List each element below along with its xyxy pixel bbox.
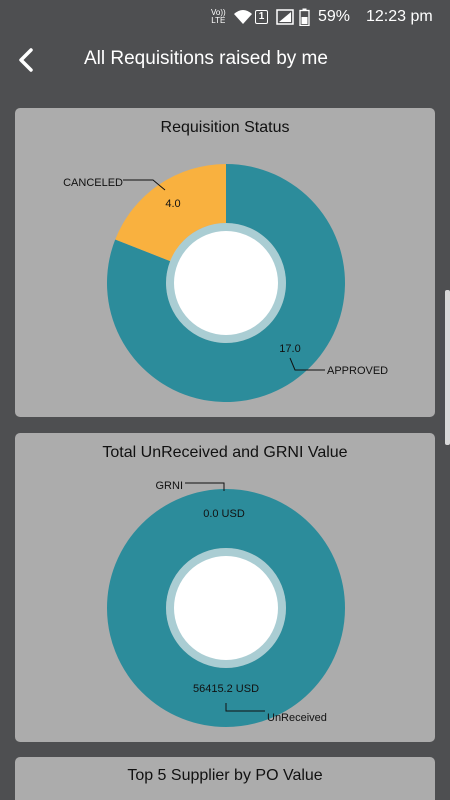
requisition-status-donut-chart: 17.0 APPROVED 4.0 CANCELED: [63, 164, 388, 402]
battery-icon: [299, 0, 310, 34]
leader-line-unreceived: [225, 703, 265, 712]
card-title-top-suppliers: Top 5 Supplier by PO Value: [127, 767, 323, 784]
card-title-grni: Total UnReceived and GRNI Value: [102, 444, 348, 461]
value-label-grni: 0.0 USD: [203, 508, 245, 520]
clock: 12:23 pm: [366, 8, 433, 25]
category-label-canceled: CANCELED: [63, 177, 123, 189]
scrollbar[interactable]: [445, 290, 450, 445]
category-label-grni: GRNI: [156, 480, 184, 492]
status-bar: Vo)) LTE 1 59% 12:23 pm: [0, 0, 450, 34]
leader-line-approved: [289, 357, 325, 371]
wifi-icon: [233, 0, 253, 34]
donut-hole: [174, 231, 278, 335]
battery-percent: 59%: [318, 8, 351, 25]
category-label-unreceived: UnReceived: [267, 712, 327, 724]
volte-top-text: Vo)): [211, 8, 226, 17]
grni-card: Total UnReceived and GRNI Value 56415.2 …: [15, 433, 435, 742]
app-bar: All Requisitions raised by me: [0, 34, 450, 88]
back-button[interactable]: [8, 42, 44, 78]
category-label-approved: APPROVED: [327, 365, 388, 377]
donut-hole: [174, 556, 278, 660]
leader-line-canceled: [123, 179, 166, 191]
donut-slice-canceled[interactable]: [115, 164, 226, 262]
value-label-canceled: 4.0: [165, 198, 180, 210]
card-title-requisition-status: Requisition Status: [160, 119, 290, 136]
volte-bottom-text: LTE: [211, 16, 226, 25]
grni-donut-chart: 56415.2 USD UnReceived 0.0 USD GRNI: [107, 480, 345, 727]
donut-slice-unreceived[interactable]: [107, 489, 345, 727]
leader-line-grni: [185, 482, 225, 491]
sim-number: 1: [255, 10, 268, 24]
value-label-approved: 17.0: [279, 343, 300, 355]
sim-icon: 1: [255, 0, 268, 34]
chevron-left-icon: [19, 48, 33, 72]
donut-slice-approved[interactable]: [107, 164, 345, 402]
page-title: All Requisitions raised by me: [84, 48, 328, 69]
requisition-status-card: Requisition Status 17.0 APPROVED 4.0 CANCEL…: [15, 108, 435, 417]
value-label-unreceived: 56415.2 USD: [193, 683, 259, 695]
volte-indicator: Vo)) LTE: [211, 0, 226, 34]
top-suppliers-card: Top 5 Supplier by PO Value: [15, 757, 435, 800]
signal-icon: [276, 0, 294, 34]
